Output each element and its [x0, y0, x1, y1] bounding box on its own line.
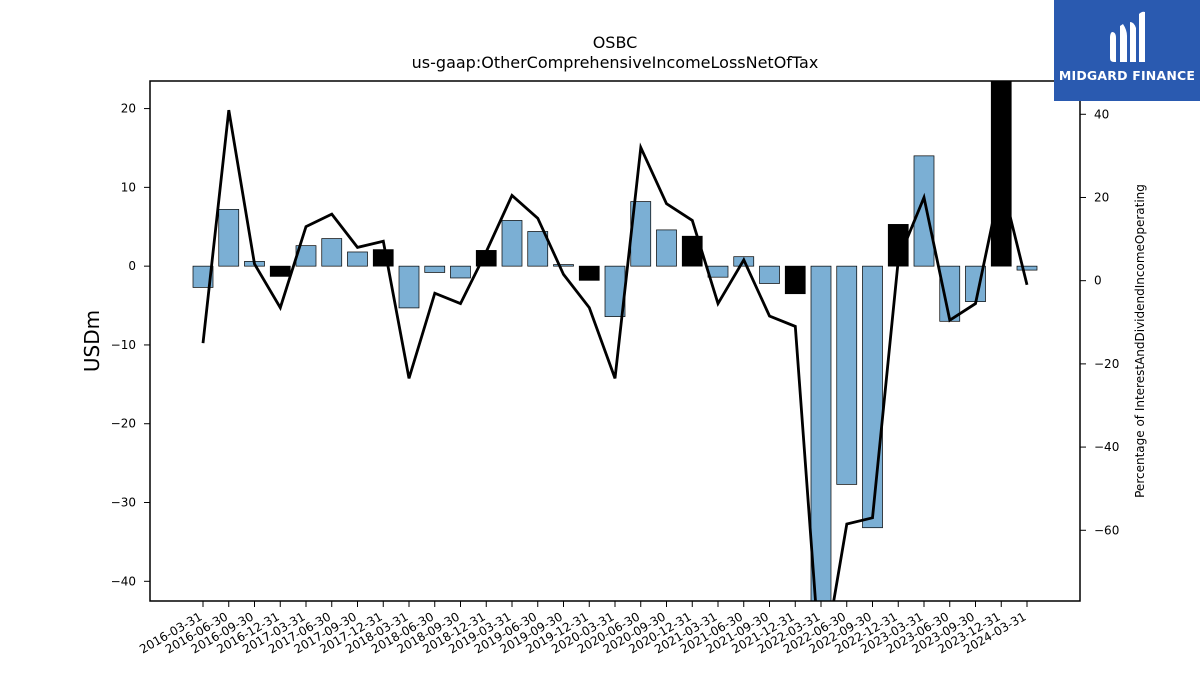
bar-2019-06-30: [527, 231, 549, 267]
y2-tick-label: 0: [1094, 274, 1102, 288]
bar-2018-06-30: [424, 265, 446, 273]
bar-2019-12-31: [578, 265, 600, 281]
y-axis: 20 10 0 −10 −20 −30 −40: [111, 102, 150, 588]
chart-title: OSBC: [593, 33, 638, 52]
logo-text: MIDGARD FINANCE: [1058, 68, 1196, 83]
chart-subtitle: us-gaap:OtherComprehensiveIncomeLossNetO…: [412, 53, 819, 72]
bar-2021-12-31: [784, 265, 806, 295]
y2-axis-label: Percentage of InterestAndDividendIncomeO…: [1133, 184, 1147, 498]
bar-2016-06-30: [218, 209, 240, 267]
bar-2019-09-30: [553, 264, 574, 267]
plot-frame: [149, 80, 1081, 602]
y-tick-label: 10: [121, 180, 136, 194]
bar-2016-12-31: [269, 265, 291, 277]
bar-2023-12-31: [990, 81, 1012, 267]
bar-2017-09-30: [347, 251, 368, 267]
y-tick-label: −10: [111, 338, 136, 352]
bar-2022-06-30: [836, 265, 858, 485]
line-series: [201, 109, 1029, 601]
bar-2019-03-31: [501, 220, 523, 267]
bar-2021-09-30: [759, 265, 780, 284]
bar-2018-03-31: [398, 265, 420, 309]
logo: MIDGARD FINANCE: [1054, 0, 1200, 101]
y2-tick-label: −60: [1094, 523, 1119, 537]
y-axis-label: USDm: [80, 310, 104, 372]
bar-2017-06-30: [321, 238, 343, 267]
bar-2024-03-31: [1016, 265, 1038, 271]
y-tick-label: −40: [111, 574, 136, 588]
bar-2023-03-31: [913, 155, 935, 267]
y-tick-label: −30: [111, 496, 136, 510]
bar-2016-03-31: [192, 265, 214, 288]
midgard-logo-icon: [1110, 11, 1145, 62]
y-tick-label: −20: [111, 417, 136, 431]
y2-tick-label: −20: [1094, 357, 1119, 371]
line-path: [201, 109, 1029, 601]
y-tick-label: 0: [128, 259, 136, 273]
bar-2018-09-30: [450, 265, 471, 279]
x-axis: 2016-03-312016-06-302016-09-302016-12-31…: [137, 601, 1029, 656]
bar-2020-09-30: [656, 229, 677, 267]
y2-tick-label: 40: [1094, 107, 1109, 121]
y-tick-label: 20: [121, 102, 136, 116]
bar-series: [192, 81, 1038, 601]
bar-2022-09-30: [862, 265, 883, 529]
y2-tick-label: 20: [1094, 190, 1109, 204]
bar-2022-03-31: [810, 265, 832, 601]
bar-2017-12-31: [372, 249, 394, 267]
bar-2021-03-31: [707, 265, 729, 278]
y2-axis: 40 20 0 −20 −40 −60: [1080, 107, 1119, 537]
y2-tick-label: −40: [1094, 440, 1119, 454]
bar-2023-06-30: [939, 265, 961, 322]
